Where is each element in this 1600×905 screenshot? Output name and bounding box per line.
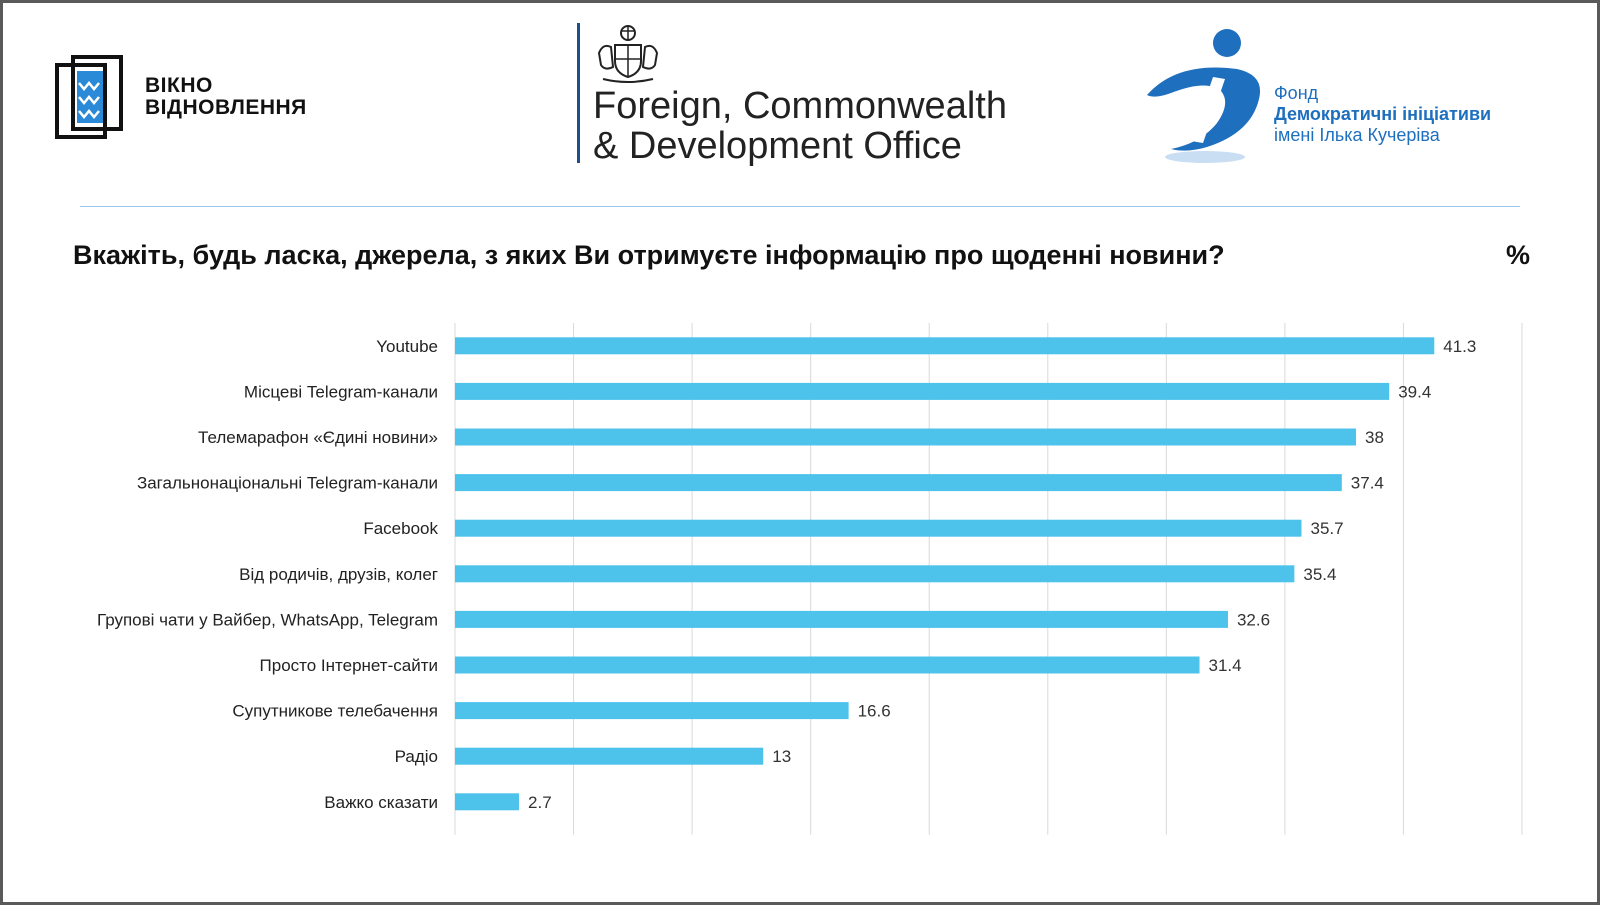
value-label: 35.7 [1310, 519, 1343, 538]
category-label: Важко сказати [324, 793, 438, 812]
value-label: 41.3 [1443, 337, 1476, 356]
bar [455, 519, 1302, 537]
fcdo-wordmark: Foreign, Commonwealth & Development Offi… [593, 86, 1007, 166]
bar [455, 747, 764, 765]
window-icon [55, 55, 123, 139]
dif-line2: Демократичні ініціативи [1274, 104, 1492, 124]
bar [455, 565, 1295, 583]
category-label: Просто Інтернет-сайти [260, 656, 438, 675]
dif-wordmark: Фонд Демократичні ініціативи імені Ілька… [1274, 83, 1491, 146]
dif-line3: імені Ілька Кучеріва [1274, 125, 1440, 145]
value-label: 35.4 [1303, 565, 1336, 584]
bar [455, 656, 1200, 674]
category-label: Групові чати у Вайбер, WhatsApp, Telegra… [97, 610, 438, 629]
value-label: 16.6 [858, 702, 891, 721]
dif-logo-icon [1147, 29, 1261, 163]
category-label: Youtube [376, 337, 438, 356]
vikno-line1: ВІКНО [145, 74, 213, 97]
category-label: Радіо [395, 747, 438, 766]
fcdo-line1: Foreign, Commonwealth [593, 85, 1007, 127]
value-label: 37.4 [1351, 474, 1384, 493]
category-label: Телемарафон «Єдині новини» [198, 428, 438, 447]
chart-title: Вкажіть, будь ласка, джерела, з яких Ви … [73, 240, 1225, 270]
category-label: Від родичів, друзів, колег [239, 565, 438, 584]
category-labels: Youtube Місцеві Telegram-канали Телемарафо… [97, 337, 439, 812]
slide: ВІКНО ВІДНОВЛЕННЯ Foreign, Commonwealth … [3, 3, 1597, 902]
bar [455, 474, 1342, 492]
bar [455, 610, 1228, 628]
vikno-line2: ВІДНОВЛЕННЯ [145, 96, 307, 119]
bar [455, 702, 849, 720]
value-label: 13 [772, 747, 791, 766]
value-label: 32.6 [1237, 610, 1270, 629]
value-label: 2.7 [528, 793, 552, 812]
fcdo-divider [577, 23, 580, 163]
fcdo-line2: & Development Office [593, 125, 962, 167]
value-label: 38 [1365, 428, 1384, 447]
royal-crest-icon [597, 25, 659, 83]
value-label: 39.4 [1398, 382, 1431, 401]
bar [455, 428, 1357, 446]
bar [455, 382, 1390, 400]
value-label: 31.4 [1209, 656, 1242, 675]
bar [455, 337, 1435, 355]
category-label: Місцеві Telegram-канали [244, 382, 438, 401]
category-label: Загальнонаціональні Telegram-канали [137, 474, 438, 493]
category-label: Facebook [363, 519, 438, 538]
dif-line1: Фонд [1274, 83, 1319, 103]
value-labels: 41.3 39.4 38 37.4 35.7 35.4 32.6 31.4 16.6 13 2.7 [528, 337, 1476, 812]
bars [455, 337, 1435, 811]
bar [455, 793, 520, 811]
category-label: Супутникове телебачення [232, 702, 438, 721]
vikno-vidnovlennia-logo: ВІКНО ВІДНОВЛЕННЯ [53, 53, 353, 143]
bar-chart: Youtube Місцеві Telegram-канали Телемарафо… [97, 323, 1523, 835]
header-divider [80, 206, 1520, 207]
chart-unit: % [1506, 240, 1531, 270]
